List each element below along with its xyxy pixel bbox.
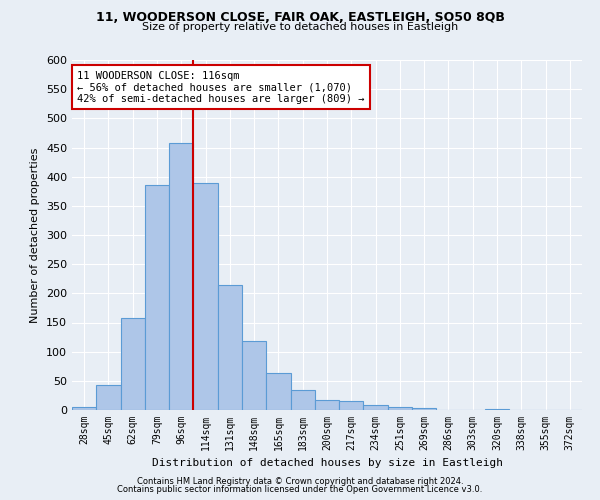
Bar: [412, 408, 436, 410]
Bar: [96, 385, 121, 410]
Bar: [485, 409, 509, 410]
Bar: [121, 318, 145, 410]
Text: 11 WOODERSON CLOSE: 116sqm
← 56% of detached houses are smaller (1,070)
42% of s: 11 WOODERSON CLOSE: 116sqm ← 56% of deta…: [77, 70, 365, 104]
Bar: [169, 144, 193, 410]
Bar: [339, 401, 364, 410]
Bar: [72, 407, 96, 410]
Text: Contains public sector information licensed under the Open Government Licence v3: Contains public sector information licen…: [118, 485, 482, 494]
Bar: [193, 182, 218, 410]
Text: Contains HM Land Registry data © Crown copyright and database right 2024.: Contains HM Land Registry data © Crown c…: [137, 477, 463, 486]
X-axis label: Distribution of detached houses by size in Eastleigh: Distribution of detached houses by size …: [151, 458, 503, 468]
Bar: [266, 373, 290, 410]
Bar: [388, 407, 412, 410]
Y-axis label: Number of detached properties: Number of detached properties: [31, 148, 40, 322]
Bar: [218, 284, 242, 410]
Text: 11, WOODERSON CLOSE, FAIR OAK, EASTLEIGH, SO50 8QB: 11, WOODERSON CLOSE, FAIR OAK, EASTLEIGH…: [95, 11, 505, 24]
Bar: [290, 390, 315, 410]
Text: Size of property relative to detached houses in Eastleigh: Size of property relative to detached ho…: [142, 22, 458, 32]
Bar: [315, 400, 339, 410]
Bar: [145, 186, 169, 410]
Bar: [242, 341, 266, 410]
Bar: [364, 405, 388, 410]
